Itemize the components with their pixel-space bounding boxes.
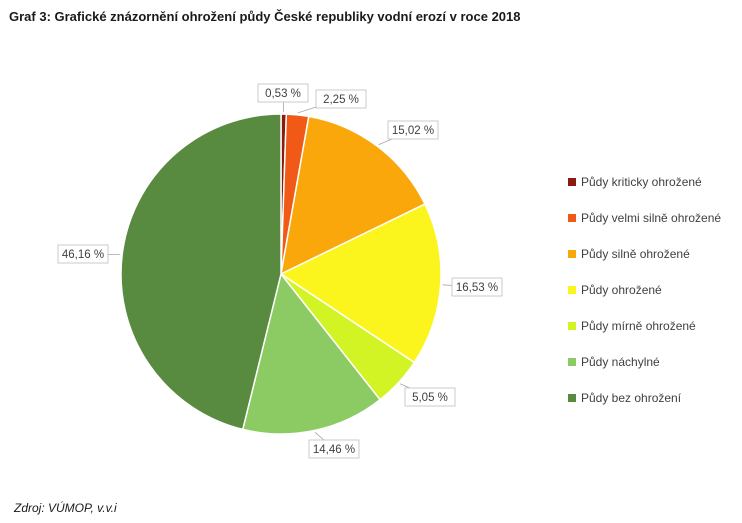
legend-label: Půdy ohrožené [581, 283, 662, 297]
data-label-box [308, 439, 360, 459]
pie-slice-pudy-ohrozene [279, 203, 442, 364]
legend-label: Půdy náchylné [581, 355, 660, 369]
data-label: 16,53 % [456, 282, 498, 294]
legend-swatch [568, 358, 576, 366]
legend-label: Půdy velmi silně ohrožené [581, 211, 721, 225]
pie-slices [120, 113, 442, 435]
legend: Půdy kriticky ohrožené Půdy velmi silně o… [568, 175, 721, 405]
legend-label: Půdy kriticky ohrožené [581, 175, 702, 189]
legend-label: Půdy silně ohrožené [581, 247, 690, 261]
source-note: Zdroj: VÚMOP, v.v.i [14, 501, 117, 515]
pie-slice-pudy-silne-ohrozene [280, 115, 426, 276]
data-labels: 0,53 % 2,25 % 15,02 % 16,53 % 5,05 % 14,46 % 4… [57, 83, 503, 459]
legend-label: Půdy mírně ohrožené [581, 319, 696, 333]
pie-slice-pudy-bez-ohrozeni [120, 113, 282, 431]
data-label-box [451, 277, 503, 297]
data-label-box [257, 83, 309, 103]
legend-swatch [568, 178, 576, 186]
data-label-box [57, 244, 109, 264]
legend-swatch [568, 394, 576, 402]
legend-swatch [568, 322, 576, 330]
data-label-box [404, 387, 456, 407]
data-label: 2,25 % [323, 94, 359, 106]
legend-swatch [568, 250, 576, 258]
data-label: 46,16 % [62, 249, 104, 261]
data-label: 5,05 % [412, 392, 448, 404]
data-label-box [315, 89, 367, 109]
chart-title: Graf 3: Grafické znázornění ohrožení půd… [9, 9, 521, 24]
data-label: 15,02 % [392, 125, 434, 137]
data-label: 14,46 % [313, 444, 355, 456]
legend-swatch [568, 286, 576, 294]
data-label: 0,53 % [265, 88, 301, 100]
data-label-box [387, 120, 439, 140]
legend-label: Půdy bez ohrožení [581, 391, 682, 405]
pie-slice-pudy-nachylne [241, 272, 382, 435]
legend-swatch [568, 214, 576, 222]
